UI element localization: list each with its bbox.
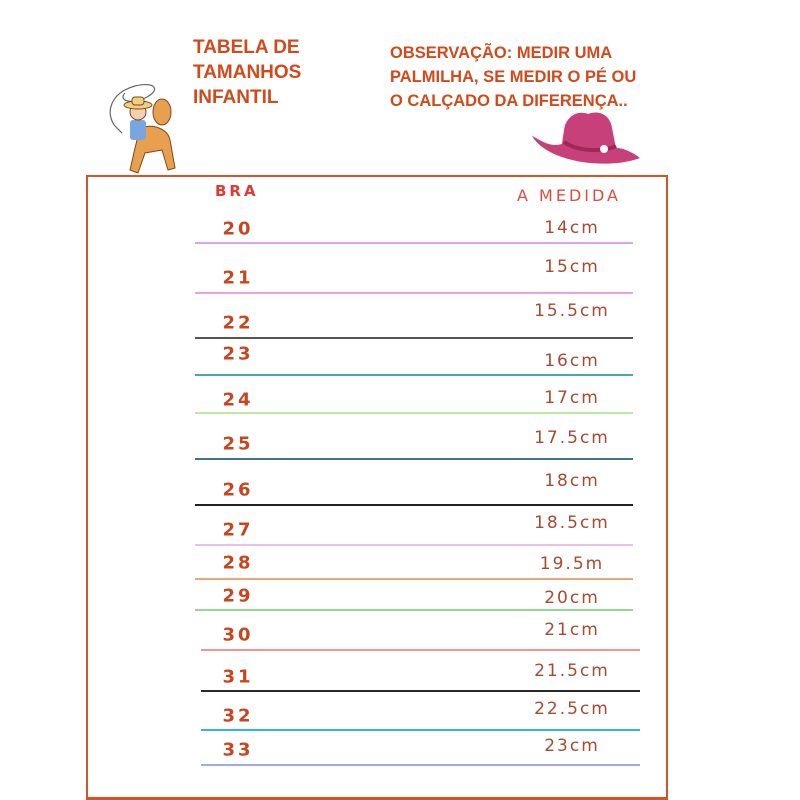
size-bra: 23 <box>222 343 254 365</box>
row-divider <box>195 292 633 294</box>
row-divider <box>195 374 633 376</box>
size-measure: 22.5cm <box>534 699 610 719</box>
size-bra: 29 <box>222 585 254 607</box>
size-bra: 27 <box>222 519 254 541</box>
size-bra: 28 <box>222 552 254 574</box>
row-divider <box>201 764 640 766</box>
size-bra: 32 <box>222 705 254 727</box>
note-line: PALMILHA, SE MEDIR O PÉ OU <box>390 68 637 86</box>
size-bra: 25 <box>222 433 254 455</box>
size-measure: 18cm <box>544 471 600 491</box>
size-bra: 30 <box>222 624 254 646</box>
title-line: TABELA DE <box>193 37 300 58</box>
size-measure: 14cm <box>544 218 600 238</box>
note-line: O CALÇADO DA DIFERENÇA.. <box>390 92 628 110</box>
size-measure: 19.5m <box>539 554 605 574</box>
observation-note: OBSERVAÇÃO: MEDIR UMA PALMILHA, SE MEDIR… <box>390 41 636 113</box>
row-divider <box>195 458 633 460</box>
size-table-frame <box>86 175 668 800</box>
row-divider <box>195 544 633 546</box>
header-medida: A MEDIDA <box>517 186 621 205</box>
title-line: INFANTIL <box>193 87 279 108</box>
row-divider <box>195 609 633 611</box>
row-divider <box>195 337 633 339</box>
size-measure: 15cm <box>544 257 600 277</box>
size-bra: 24 <box>222 389 254 411</box>
size-measure: 15.5cm <box>534 301 610 321</box>
title-line: TAMANHOS <box>193 62 302 83</box>
row-divider <box>201 729 640 731</box>
size-measure: 17.5cm <box>534 428 610 448</box>
size-measure: 17cm <box>544 388 600 408</box>
row-divider <box>201 649 640 651</box>
page-title: TABELA DE TAMANHOS INFANTIL <box>193 35 301 110</box>
row-divider <box>195 578 633 580</box>
size-bra: 26 <box>222 479 254 501</box>
size-measure: 18.5cm <box>534 513 610 533</box>
size-bra: 20 <box>222 218 254 240</box>
size-bra: 22 <box>222 312 254 334</box>
note-line: OBSERVAÇÃO: MEDIR UMA <box>390 44 613 62</box>
size-measure: 21.5cm <box>534 661 610 681</box>
size-measure: 23cm <box>544 736 600 756</box>
row-divider <box>201 690 640 692</box>
size-bra: 21 <box>222 267 254 289</box>
header-bra: BRA <box>215 182 259 200</box>
size-measure: 21cm <box>544 620 600 640</box>
row-divider <box>195 242 633 244</box>
cowboy-on-horse-icon <box>109 84 176 174</box>
size-table-frame-right <box>666 175 668 800</box>
row-divider <box>195 504 633 506</box>
size-measure: 16cm <box>544 351 600 371</box>
size-measure: 20cm <box>544 588 600 608</box>
row-divider <box>195 412 633 414</box>
size-bra: 31 <box>222 666 254 688</box>
size-bra: 33 <box>222 739 254 761</box>
cowboy-hat-icon <box>532 112 640 164</box>
